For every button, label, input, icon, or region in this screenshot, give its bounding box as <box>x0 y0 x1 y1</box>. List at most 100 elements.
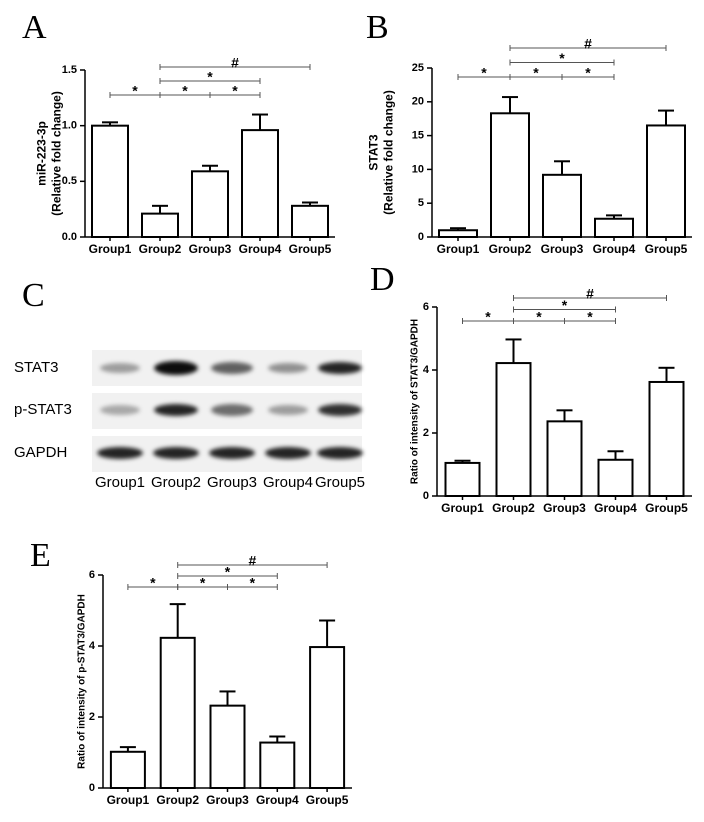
blot-lane-label: Group2 <box>151 474 201 491</box>
blot-row-label: GAPDH <box>14 444 67 461</box>
y-tick-label: 0 <box>89 782 95 794</box>
y-tick-label: 10 <box>412 163 424 175</box>
x-tick-label: Group2 <box>139 242 182 256</box>
blot-row-label: p-STAT3 <box>14 401 72 418</box>
x-tick-label: Group4 <box>593 242 636 256</box>
bar <box>648 380 685 497</box>
panel-label: D <box>370 261 395 298</box>
bar <box>438 229 478 239</box>
bar <box>542 173 582 238</box>
blot-row-label: STAT3 <box>14 359 58 376</box>
x-tick-label: Group4 <box>594 501 637 515</box>
significance-label: * <box>150 575 156 591</box>
y-tick-label: 2 <box>423 427 429 439</box>
significance-label: * <box>182 83 188 99</box>
y-tick-label: 1.5 <box>62 64 77 76</box>
y-tick-label: 2 <box>89 711 95 723</box>
y-tick-label: 15 <box>412 130 424 142</box>
significance-label: * <box>485 309 491 325</box>
bar <box>444 461 481 497</box>
significance-label: * <box>587 309 593 325</box>
y-tick-label: 4 <box>423 364 430 376</box>
x-tick-label: Group4 <box>239 242 282 256</box>
bar <box>141 212 179 238</box>
significance-label: * <box>132 83 138 99</box>
panel-label: A <box>22 9 47 46</box>
bar <box>597 458 634 497</box>
bar <box>646 124 686 238</box>
y-tick-label: 1.0 <box>62 120 77 132</box>
y-tick-label: 0 <box>418 231 424 243</box>
x-tick-label: Group5 <box>289 242 332 256</box>
panel-label: E <box>30 537 51 574</box>
x-tick-label: Group5 <box>645 501 688 515</box>
significance-label: * <box>585 65 591 81</box>
blot-lane-label: Group1 <box>95 474 145 491</box>
x-tick-label: Group3 <box>543 501 586 515</box>
significance-label: * <box>250 575 256 591</box>
y-tick-label: 5 <box>418 197 424 209</box>
x-tick-label: Group3 <box>541 242 584 256</box>
y-axis-label: (Relative fold change) <box>382 90 396 215</box>
bar <box>109 750 146 789</box>
blot-bands <box>97 361 363 459</box>
panel-label: C <box>22 277 45 314</box>
significance-label: * <box>232 83 238 99</box>
bar <box>259 741 296 789</box>
blot-panel: C <box>22 277 363 472</box>
bar <box>159 636 196 790</box>
significance-label: # <box>231 55 239 71</box>
y-tick-label: 6 <box>89 569 95 581</box>
y-tick-label: 0 <box>423 490 429 502</box>
significance-label: * <box>559 50 565 66</box>
x-tick-label: Group1 <box>437 242 480 256</box>
bar <box>291 204 329 238</box>
bar <box>209 704 246 790</box>
y-tick-label: 4 <box>89 640 96 652</box>
x-tick-label: Group1 <box>107 793 150 807</box>
y-axis-label: miR-223-3p <box>35 121 49 186</box>
blot-lane-label: Group4 <box>263 474 313 491</box>
panel-label: B <box>366 9 389 46</box>
y-tick-label: 0.0 <box>62 231 77 243</box>
y-axis-label: STAT3 <box>367 134 381 171</box>
y-tick-label: 25 <box>412 62 424 74</box>
significance-label: # <box>249 553 257 569</box>
x-tick-label: Group2 <box>489 242 532 256</box>
blot-lane-label: Group5 <box>315 474 365 491</box>
significance-label: * <box>207 69 213 85</box>
x-tick-label: Group2 <box>492 501 535 515</box>
x-tick-label: Group5 <box>645 242 688 256</box>
bar <box>91 124 129 238</box>
y-axis-label: Ratio of intensity of p-STAT3/GAPDH <box>77 594 88 769</box>
significance-label: * <box>536 309 542 325</box>
significance-label: * <box>533 65 539 81</box>
x-tick-label: Group4 <box>256 793 299 807</box>
x-tick-label: Group1 <box>89 242 132 256</box>
bar <box>309 646 346 789</box>
x-tick-label: Group1 <box>441 501 484 515</box>
bar <box>191 170 229 239</box>
significance-label: * <box>225 564 231 580</box>
y-tick-label: 6 <box>423 301 429 313</box>
significance-label: # <box>586 286 594 302</box>
blot-lane-label: Group3 <box>207 474 257 491</box>
y-axis-label: (Relative fold change) <box>50 91 64 216</box>
y-tick-label: 20 <box>412 96 424 108</box>
bar <box>594 217 634 239</box>
bar <box>490 112 530 238</box>
y-tick-label: 0.5 <box>62 175 77 187</box>
significance-label: * <box>200 575 206 591</box>
y-axis-label: Ratio of intensity of STAT3/GAPDH <box>410 319 421 484</box>
x-tick-label: Group5 <box>306 793 349 807</box>
significance-label: * <box>562 297 568 313</box>
bar <box>546 420 583 497</box>
significance-label: # <box>584 36 592 52</box>
bar <box>495 362 532 497</box>
bar <box>241 129 279 238</box>
significance-label: * <box>481 65 487 81</box>
x-tick-label: Group3 <box>189 242 232 256</box>
x-tick-label: Group2 <box>156 793 199 807</box>
x-tick-label: Group3 <box>206 793 249 807</box>
